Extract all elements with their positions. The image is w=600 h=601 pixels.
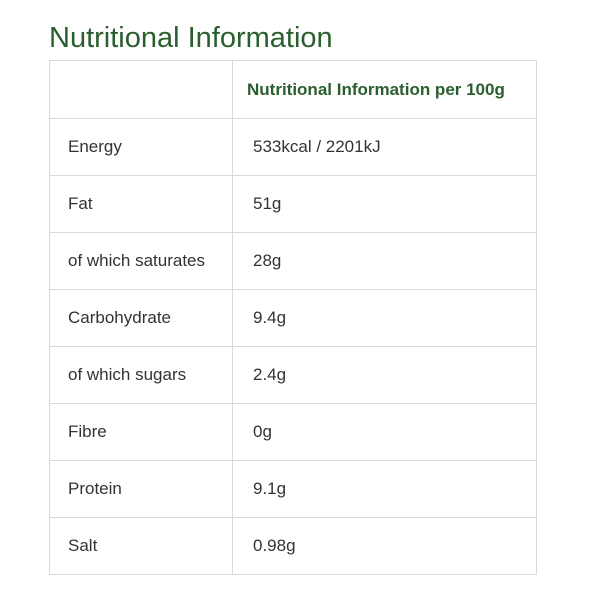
nutrient-value: 51g [232,175,537,233]
nutrient-label: of which saturates [49,232,233,290]
table-row: Fat 51g [49,175,537,233]
nutrient-label: Protein [49,460,233,518]
nutrient-value: 9.1g [232,460,537,518]
nutrient-label: Carbohydrate [49,289,233,347]
nutrient-value: 533kcal / 2201kJ [232,118,537,176]
nutrient-value: 2.4g [232,346,537,404]
nutrient-value: 0.98g [232,517,537,575]
nutrition-table: Nutritional Information per 100g Energy … [49,60,537,575]
table-row: Energy 533kcal / 2201kJ [49,118,537,176]
nutrient-label: Energy [49,118,233,176]
nutrient-value: 0g [232,403,537,461]
header-cell-empty [49,60,233,119]
nutrient-value: 9.4g [232,289,537,347]
header-cell-per-100g: Nutritional Information per 100g [232,60,537,119]
table-row: of which sugars 2.4g [49,346,537,404]
table-row: Fibre 0g [49,403,537,461]
table-row: Carbohydrate 9.4g [49,289,537,347]
nutrient-label: of which sugars [49,346,233,404]
nutrient-value: 28g [232,232,537,290]
nutrient-label: Fat [49,175,233,233]
table-row: of which saturates 28g [49,232,537,290]
table-row: Salt 0.98g [49,517,537,575]
page-title: Nutritional Information [49,22,333,54]
nutrient-label: Fibre [49,403,233,461]
table-header-row: Nutritional Information per 100g [49,60,537,119]
nutrient-label: Salt [49,517,233,575]
table-row: Protein 9.1g [49,460,537,518]
